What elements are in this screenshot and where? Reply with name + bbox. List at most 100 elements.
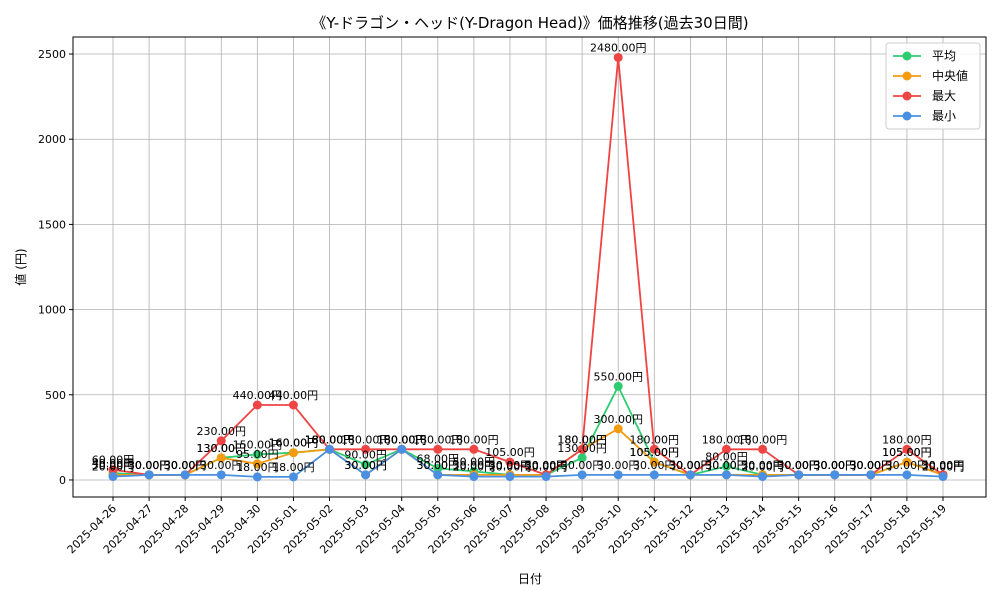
data-label: 30.00円: [777, 459, 820, 472]
data-point: [902, 444, 912, 454]
data-label: 60.00円: [92, 454, 135, 467]
data-point: [325, 444, 335, 454]
data-point: [649, 470, 659, 480]
data-point: [469, 444, 479, 454]
data-label: 180.00円: [882, 433, 932, 446]
data-point: [541, 472, 551, 482]
data-label: 30.00円: [164, 459, 207, 472]
data-label: 180.00円: [305, 433, 355, 446]
data-point: [361, 460, 371, 470]
data-label: 20.00円: [525, 461, 568, 474]
data-label: 180.00円: [702, 433, 752, 446]
data-label: 180.00円: [630, 433, 680, 446]
data-point: [721, 470, 731, 480]
data-label: 30.00円: [705, 459, 748, 472]
data-label: 30.00円: [633, 459, 676, 472]
y-axis-ticks: 0 500 1000 1500 2000 2500: [38, 48, 73, 487]
data-label: 30.00円: [128, 459, 171, 472]
data-label: 130.00円: [557, 442, 607, 455]
data-point: [397, 444, 407, 454]
data-point: [216, 453, 226, 463]
data-label: 30.00円: [128, 459, 171, 472]
series-group: [108, 52, 948, 482]
plot-frame: [72, 36, 987, 498]
y-tick-label: 2500: [38, 48, 66, 61]
data-label: 30.00円: [813, 459, 856, 472]
data-label: 30.00円: [128, 459, 171, 472]
data-point: [144, 470, 154, 480]
data-label: 30.00円: [417, 459, 460, 472]
data-label: 20.00円: [92, 461, 135, 474]
data-label: 30.00円: [92, 459, 135, 472]
data-point: [252, 400, 262, 410]
data-point: [613, 470, 623, 480]
data-label: 180.00円: [377, 433, 427, 446]
chart-title: 《Y-ドラゴン・ヘッド(Y-Dragon Head)》価格推移(過去30日間): [311, 14, 748, 32]
data-point: [288, 472, 298, 482]
data-point: [361, 444, 371, 454]
data-point: [685, 470, 695, 480]
data-label: 30.00円: [561, 459, 604, 472]
data-point: [721, 461, 731, 471]
y-axis-label: 値 (円): [13, 248, 28, 285]
legend-marker: [902, 91, 912, 101]
data-label: 180.00円: [413, 433, 463, 446]
data-point: [505, 457, 515, 467]
data-label: 130.00円: [197, 442, 247, 455]
data-point: [649, 444, 659, 454]
data-point: [577, 453, 587, 463]
y-tick-label: 500: [45, 389, 66, 402]
data-label: 180.00円: [305, 433, 355, 446]
data-label: 30.00円: [850, 459, 893, 472]
data-label: 30.00円: [164, 459, 207, 472]
data-label: 30.00円: [344, 459, 387, 472]
data-label: 30.00円: [850, 459, 893, 472]
data-label: 30.00円: [344, 459, 387, 472]
data-point: [288, 400, 298, 410]
data-point: [794, 470, 804, 480]
data-point: [433, 463, 443, 473]
data-labels: 40.00円30.00円30.00円130.00円150.00円160.00円1…: [92, 41, 965, 473]
data-point: [108, 465, 118, 475]
data-label: 30.00円: [525, 459, 568, 472]
legend-marker: [902, 51, 912, 61]
data-point: [252, 459, 262, 469]
data-label: 30.00円: [705, 459, 748, 472]
data-label: 18.00円: [272, 461, 315, 474]
data-point: [938, 472, 948, 482]
data-point: [649, 457, 659, 467]
data-point: [613, 381, 623, 391]
data-label: 30.00円: [886, 459, 929, 472]
legend-label: 平均: [932, 49, 956, 63]
data-point: [613, 52, 623, 62]
data-label: 130.00円: [197, 442, 247, 455]
data-label: 30.00円: [597, 459, 640, 472]
data-label: 30.00円: [850, 459, 893, 472]
data-label: 80.00円: [705, 450, 748, 463]
data-label: 105.00円: [485, 446, 535, 459]
data-label: 550.00円: [593, 370, 643, 383]
x-axis-label: 日付: [518, 572, 542, 586]
data-point: [180, 470, 190, 480]
data-label: 18.00円: [236, 461, 279, 474]
series-line-2: [112, 57, 944, 477]
data-label: 180.00円: [305, 433, 355, 446]
data-point: [577, 470, 587, 480]
data-label: 30.00円: [813, 459, 856, 472]
legend-marker: [902, 71, 912, 81]
data-point: [433, 444, 443, 454]
data-label: 180.00円: [557, 433, 607, 446]
data-label: 180.00円: [377, 433, 427, 446]
data-label: 105.00円: [882, 446, 932, 459]
data-label: 30.00円: [489, 459, 532, 472]
data-label: 95.00円: [236, 448, 279, 461]
data-label: 50.00円: [453, 455, 496, 468]
data-label: 20.00円: [453, 461, 496, 474]
data-label: 90.00円: [344, 449, 387, 462]
data-point: [830, 470, 840, 480]
legend-label: 最小: [932, 109, 956, 123]
data-label: 180.00円: [305, 433, 355, 446]
data-point: [216, 470, 226, 480]
data-label: 230.00円: [197, 425, 247, 438]
